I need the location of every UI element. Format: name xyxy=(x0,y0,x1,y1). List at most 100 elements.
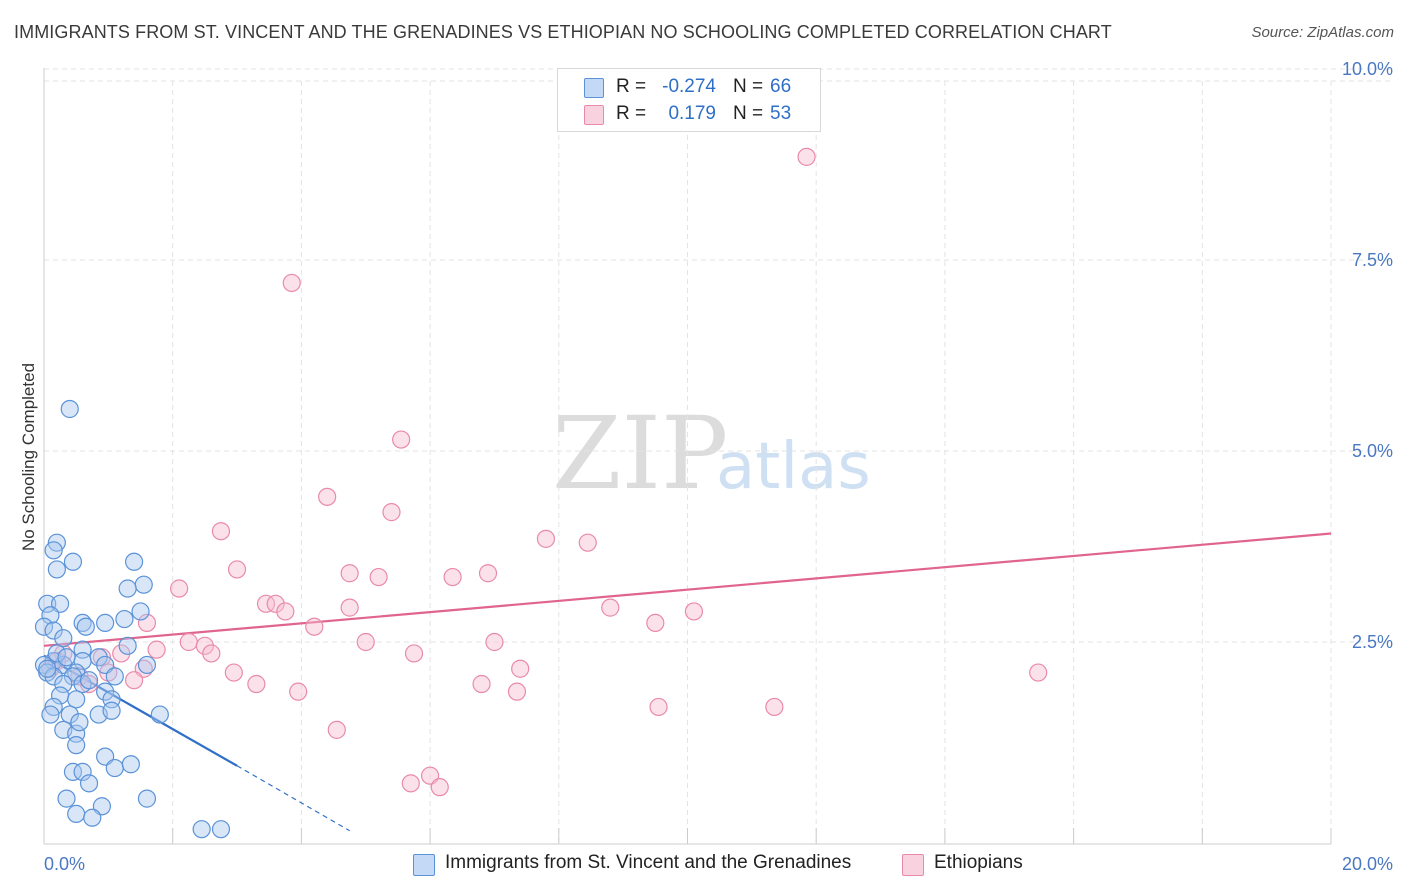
watermark-zip: ZIP xyxy=(552,395,728,512)
ethiopians-point xyxy=(211,522,231,541)
y-tick-label: 7.5% xyxy=(1352,250,1393,270)
r-value: 0.179 xyxy=(668,103,716,124)
ethiopians-point xyxy=(578,533,597,552)
ethiopians-point xyxy=(382,503,401,522)
ethiopians-point xyxy=(646,613,665,633)
immigrants-trend-extension xyxy=(236,765,350,832)
data-points xyxy=(34,147,1048,839)
watermark-atlas: atlas xyxy=(716,430,871,504)
x-tick-label: 0.0% xyxy=(44,854,85,874)
immigrants-point xyxy=(44,667,63,686)
immigrants-point xyxy=(60,399,79,419)
ethiopians-point xyxy=(340,598,359,617)
ethiopians-point xyxy=(443,567,462,587)
immigrants-point xyxy=(83,808,102,827)
legend: Immigrants from St. Vincent and the Gren… xyxy=(0,852,1406,878)
immigrants-point xyxy=(44,541,63,560)
immigrants-point xyxy=(41,606,60,625)
gridlines xyxy=(44,68,1393,844)
immigrants-point xyxy=(38,594,57,613)
ethiopians-point xyxy=(649,697,668,717)
immigrants-point xyxy=(63,552,83,571)
ethiopians-point xyxy=(401,774,420,793)
blue-swatch xyxy=(584,78,604,98)
ethiopians-point xyxy=(137,613,157,633)
immigrants-point xyxy=(67,804,86,824)
n-value: 53 xyxy=(770,103,792,124)
stats-row-immigrants: R = -0.274 N = 66 xyxy=(558,74,820,100)
ethiopians-point xyxy=(507,682,527,701)
ethiopians-point xyxy=(340,564,359,583)
immigrants-point xyxy=(47,644,66,663)
immigrants-point xyxy=(44,621,63,640)
immigrants-point xyxy=(192,820,211,839)
ethiopians-point xyxy=(224,663,243,682)
stats-row-ethiopians: R = 0.179 N = 53 xyxy=(558,101,820,127)
immigrants-point xyxy=(105,758,124,778)
legend-label: Ethiopians xyxy=(934,852,1023,873)
immigrants-point xyxy=(121,755,140,774)
immigrants-point xyxy=(47,560,66,579)
immigrants-point xyxy=(63,762,83,781)
immigrants-point xyxy=(76,617,95,636)
immigrants-point xyxy=(118,579,137,598)
immigrants-point xyxy=(67,690,86,709)
immigrants-point xyxy=(54,629,73,648)
ethiopians-point xyxy=(195,636,214,655)
immigrants-point xyxy=(134,575,153,594)
immigrants-point xyxy=(131,602,150,621)
immigrants-point xyxy=(115,609,134,629)
ethiopians-point xyxy=(797,147,816,166)
ethiopians-point xyxy=(472,674,491,694)
y-axis-title: No Schooling Completed xyxy=(19,363,38,551)
ethiopians-point xyxy=(276,602,295,621)
ethiopians-point xyxy=(327,720,346,739)
ethiopians-point xyxy=(79,674,99,694)
blue-swatch xyxy=(413,854,435,876)
ethiopians-point xyxy=(124,671,144,690)
ethiopians-point xyxy=(392,430,411,449)
ethiopians-point xyxy=(147,640,166,659)
ethiopians-point xyxy=(478,564,498,583)
immigrants-point xyxy=(57,789,76,808)
ethiopians-point xyxy=(356,632,375,652)
ethiopians-point xyxy=(282,273,301,293)
ethiopians-point xyxy=(266,594,285,613)
axes xyxy=(43,68,1332,845)
r-label: R = xyxy=(616,103,647,124)
ethiopians-point xyxy=(369,567,388,587)
ethiopians-point xyxy=(247,674,266,694)
immigrants-point xyxy=(102,701,121,720)
r-label: R = xyxy=(616,76,647,97)
y-tick-label: 2.5% xyxy=(1352,632,1393,652)
immigrants-point xyxy=(38,659,57,678)
source-label: Source: ZipAtlas.com xyxy=(1251,24,1394,41)
watermark: ZIP atlas xyxy=(552,395,871,512)
immigrants-point xyxy=(73,762,92,781)
ethiopians-point xyxy=(179,632,198,652)
immigrants-point xyxy=(54,674,73,694)
ethiopians-point xyxy=(485,632,504,652)
ethiopians-point xyxy=(765,697,784,717)
ethiopians-point xyxy=(112,644,131,663)
immigrants-point xyxy=(211,820,231,839)
pink-swatch xyxy=(902,854,924,876)
ethiopians-point xyxy=(430,778,449,797)
trend-lines xyxy=(43,532,1332,832)
ethiopians-point xyxy=(601,598,620,617)
immigrants-point xyxy=(79,671,99,690)
immigrants-point xyxy=(34,617,54,636)
ethiopians-point xyxy=(305,617,324,636)
x-tick-label: 20.0% xyxy=(1342,854,1393,874)
immigrants-point xyxy=(60,705,79,724)
pink-swatch xyxy=(584,105,604,125)
immigrants-point xyxy=(70,713,89,732)
immigrants-point xyxy=(137,789,157,808)
ethiopians-point xyxy=(289,682,308,701)
ethiopians-point xyxy=(202,644,221,663)
stats-box: R = -0.274 N = 66 R = 0.179 N = 53 xyxy=(557,68,821,132)
axis-labels: 2.5% 5.0% 7.5% 10.0% 0.0% 20.0% No Schooling C… xyxy=(19,59,1393,874)
n-label: N = xyxy=(733,76,764,97)
ethiopians-point xyxy=(511,659,530,678)
